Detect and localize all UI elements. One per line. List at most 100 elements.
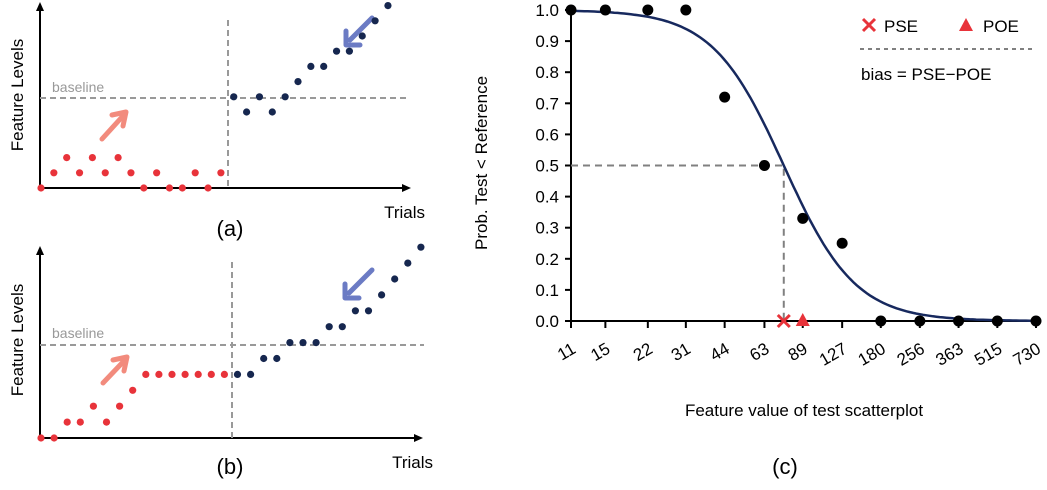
- panel-a-up-arrow: [99, 109, 129, 142]
- trial-point-low: [37, 434, 45, 442]
- panel-a-y-axis-arrow: [36, 2, 44, 11]
- panel-a-x-axis-arrow: [402, 184, 411, 192]
- trial-point-low: [165, 184, 174, 192]
- y-tick-label: 0.4: [535, 188, 559, 207]
- y-tick-label: 0.2: [535, 250, 559, 269]
- trial-point-low: [194, 370, 202, 378]
- y-tick-label: 0.6: [535, 125, 559, 144]
- y-tick-label: 0.7: [535, 94, 559, 113]
- x-tick-label: 44: [707, 339, 733, 365]
- trial-point-low: [220, 370, 228, 378]
- trial-point-high: [364, 307, 373, 315]
- trial-point-high: [371, 17, 379, 25]
- trial-point-high: [268, 108, 276, 116]
- trial-point-high: [351, 307, 359, 315]
- panel-c-x-ticks: 11 15 22 31 44 63 89 127 180 256 363 515 730: [554, 321, 1044, 370]
- legend-poe-marker-icon: [959, 18, 973, 31]
- panel-c-caption: (c): [772, 454, 798, 479]
- trial-point-high: [286, 339, 294, 347]
- trial-point-high: [332, 47, 341, 55]
- trial-point-low: [88, 154, 96, 162]
- panel-a-x-axis-label: Trials: [384, 203, 425, 222]
- panel-c-y-ticks: 0.0 0.1 0.2 0.3 0.4 0.5 0.6 0.7 0.8 0.9 1.0: [535, 1, 571, 331]
- panel-a: baseline Feature Levels Trials (a): [8, 2, 425, 241]
- panel-b-x-axis-label: Trials: [392, 453, 433, 472]
- x-tick-label: 63: [747, 339, 773, 365]
- trial-point-high: [391, 275, 399, 283]
- trial-point-low: [63, 418, 71, 426]
- trial-point-high: [273, 354, 281, 363]
- trial-point-high: [338, 323, 346, 331]
- panel-c-y-axis-label: Prob. Test < Reference: [472, 76, 491, 250]
- trial-point-low: [204, 184, 212, 192]
- trial-point-low: [89, 402, 97, 410]
- pse-marker: [776, 313, 791, 329]
- trial-point-low: [50, 434, 58, 442]
- trial-point-high: [233, 370, 242, 378]
- panel-b-y-axis-arrow: [36, 246, 44, 255]
- observed-point: [642, 4, 654, 16]
- trial-point-high: [243, 108, 251, 116]
- trial-point-low: [155, 370, 163, 378]
- trial-point-low: [168, 370, 176, 378]
- trial-point-low: [153, 169, 161, 177]
- panel-b: baseline Feature Levels Trials (b): [8, 243, 433, 479]
- observed-point: [758, 160, 770, 171]
- y-tick-label: 0.3: [535, 219, 559, 238]
- panel-c: 0.0 0.1 0.2 0.3 0.4 0.5 0.6 0.7 0.8 0.9 1.0 11 15 22…: [472, 1, 1044, 479]
- y-tick-label: 1.0: [535, 1, 559, 20]
- x-tick-label: 180: [855, 339, 889, 370]
- observed-point: [599, 4, 611, 16]
- x-tick-label: 127: [816, 339, 850, 370]
- x-tick-label: 31: [668, 339, 694, 365]
- trial-point-low: [127, 169, 135, 177]
- trial-point-high: [299, 339, 307, 347]
- observed-point: [1030, 315, 1042, 327]
- trial-point-high: [312, 339, 320, 347]
- observed-point: [836, 237, 848, 249]
- trial-point-high: [378, 291, 386, 299]
- y-tick-label: 0.8: [535, 63, 559, 82]
- trial-point-high: [307, 62, 315, 70]
- trial-point-high: [247, 370, 255, 378]
- trial-point-low: [114, 154, 122, 162]
- panel-b-caption: (b): [217, 454, 244, 479]
- panel-b-y-axis-label: Feature Levels: [8, 284, 27, 396]
- panel-c-points: [565, 4, 1042, 327]
- observed-point: [719, 91, 731, 103]
- x-tick-label: 256: [894, 339, 928, 370]
- trial-point-low: [102, 418, 111, 426]
- trial-point-low: [142, 370, 150, 378]
- trial-point-low: [140, 184, 148, 192]
- panel-b-up-arrow: [100, 354, 130, 386]
- panel-a-down-arrow: [343, 15, 375, 48]
- trial-point-high: [230, 93, 238, 101]
- x-tick-label: 363: [932, 339, 966, 370]
- trial-point-low: [217, 169, 225, 177]
- panel-c-x-axis-label: Feature value of test scatterplot: [685, 401, 923, 420]
- x-tick-label: 11: [554, 339, 579, 364]
- y-tick-label: 0.1: [535, 281, 559, 300]
- observed-point: [875, 315, 887, 327]
- observed-point: [680, 4, 692, 16]
- legend-pse-marker-icon: [861, 17, 877, 33]
- trial-point-high: [320, 62, 328, 70]
- x-tick-label: 730: [1010, 339, 1044, 370]
- legend-pse-label: PSE: [884, 17, 918, 36]
- psychometric-curve: [570, 9, 1036, 322]
- trial-point-high: [281, 93, 289, 101]
- trial-point-high: [345, 47, 353, 55]
- observed-point: [914, 315, 926, 327]
- poe-marker: [795, 313, 810, 326]
- panel-a-y-axis-label: Feature Levels: [8, 39, 27, 151]
- trial-point-low: [191, 169, 199, 177]
- trial-point-high: [294, 78, 302, 86]
- x-tick-label: 15: [587, 339, 613, 365]
- trial-point-high: [417, 243, 425, 251]
- y-tick-label: 0.9: [535, 32, 559, 51]
- trial-point-low: [181, 370, 189, 378]
- trial-point-low: [178, 184, 186, 192]
- panel-b-down-arrow: [342, 267, 375, 301]
- panel-b-points: [37, 243, 425, 442]
